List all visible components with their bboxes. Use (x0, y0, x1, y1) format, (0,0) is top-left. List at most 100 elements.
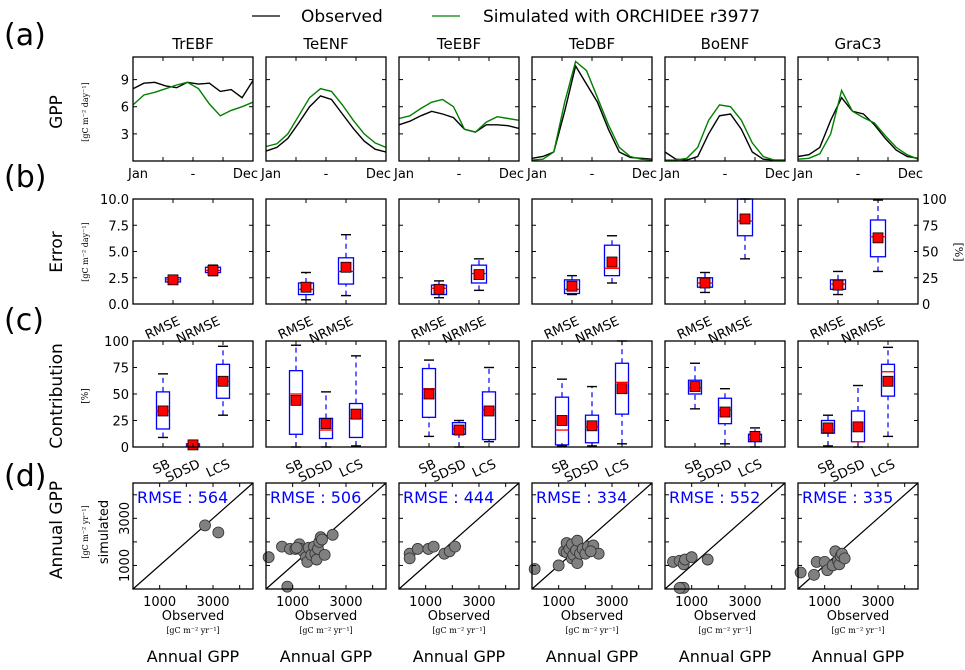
right-y-tick-label: 25 (922, 272, 939, 287)
mean-marker-rmse (566, 280, 578, 292)
x-tick-label: 1000 (808, 595, 841, 610)
mean-marker-nrmse (340, 261, 352, 273)
rmse-label-teebf: RMSE : 444 (403, 488, 494, 507)
scatter-point (403, 552, 416, 565)
scatter-points-grac3 (794, 545, 851, 581)
x-tick-label: 3000 (595, 595, 628, 610)
x-tick-label-sdsd: SDSD (562, 457, 601, 486)
column-title-boenf: BoENF (701, 35, 750, 53)
series-simulated-boenf (665, 104, 785, 161)
x-tick-label: Jan (792, 167, 813, 182)
mean-marker-sdsd (852, 421, 864, 433)
x-axis-label: Observed (827, 609, 890, 624)
column-title-teenf: TeENF (302, 35, 348, 53)
boxplot-b-grac3 (829, 199, 887, 296)
x-tick-label-nrmse: NRMSE (573, 314, 621, 347)
scatter-point (673, 582, 686, 594)
axes-a-teenf (265, 56, 387, 162)
x-tick-label-nrmse: NRMSE (174, 314, 222, 347)
panel-label-a: (a) (4, 18, 46, 53)
mean-marker-sb (689, 381, 701, 392)
y-tick-label: 75 (112, 362, 129, 377)
y-tick-label: 1000 (118, 549, 133, 582)
x-tick-label-sb: SB (816, 457, 838, 478)
y-tick-label: 100 (104, 335, 129, 350)
x-axis-label: Observed (694, 609, 757, 624)
y-tick-label: 3 (121, 128, 129, 143)
y-tick-label: 2.5 (108, 272, 129, 287)
x-axis-unit: [gC m⁻² yr⁻¹] (565, 626, 618, 635)
mean-marker-sb (822, 422, 834, 434)
one-to-one-line (664, 482, 786, 590)
x-tick-label-sdsd: SDSD (828, 457, 867, 486)
x-axis-unit: [gC m⁻² yr⁻¹] (831, 626, 884, 635)
one-to-one-line (531, 482, 653, 590)
boxplot-c-teebf (421, 359, 497, 448)
right-y-tick-label: 0 (922, 298, 930, 313)
x-tick-label: - (324, 167, 329, 182)
y-tick-label: 9 (121, 74, 129, 89)
box-sdsd (717, 397, 733, 425)
x-tick-label-lcs: LCS (869, 457, 898, 481)
one-to-one-line (132, 482, 254, 590)
y-tick-label: 3000 (118, 502, 133, 535)
x-tick-label: Dec (233, 167, 258, 182)
x-axis-label: Observed (561, 609, 624, 624)
boxplot-c-boenf (687, 362, 763, 448)
axes-b-teebf (398, 198, 520, 305)
mean-marker-sb (157, 405, 169, 417)
x-tick-label: Jan (393, 167, 414, 182)
series-observed-grac3 (797, 96, 919, 159)
x-tick-label-sdsd: SDSD (695, 457, 734, 486)
series-simulated-tedbf (531, 60, 653, 161)
column-bottom-label: Annual GPP (546, 647, 639, 666)
mean-marker-sb (556, 415, 568, 426)
scatter-point (552, 559, 565, 572)
x-axis-label: Observed (162, 609, 225, 624)
x-axis-unit: [gC m⁻² yr⁻¹] (698, 626, 751, 635)
row-b-right-unit: [%] (952, 242, 965, 261)
boxplot-c-grac3 (820, 346, 896, 448)
axes-d-boenf (664, 482, 786, 590)
column-title-grac3: GraC3 (835, 35, 882, 53)
x-tick-label: - (590, 167, 595, 182)
x-tick-label-lcs: LCS (337, 457, 366, 481)
row-b-unit: [gC m⁻² day⁻¹] (81, 222, 90, 281)
scatter-point (808, 568, 820, 581)
row-a-unit: [gC m⁻² day⁻¹] (81, 82, 90, 141)
scatter-point (584, 545, 597, 558)
mean-marker-rmse (167, 274, 179, 286)
axes-a-boenf (664, 56, 786, 162)
x-tick-label-sb: SB (151, 457, 173, 478)
mean-marker-rmse (832, 279, 844, 291)
axes-a-grac3 (797, 56, 919, 162)
scatter-point (199, 519, 211, 532)
row-c-unit: [%] (81, 388, 91, 404)
series-observed-tedbf (531, 64, 653, 160)
x-tick-label-lcs: LCS (736, 457, 765, 481)
box-sb (421, 367, 437, 418)
scatter-point (838, 552, 851, 565)
column-title-trebf: TrEBF (171, 35, 214, 53)
series-simulated-teebf (398, 98, 520, 133)
column-title-teebf: TeEBF (436, 35, 481, 53)
y-tick-label: 5.0 (108, 246, 129, 261)
axes-b-grac3 (797, 198, 919, 305)
rmse-label-trebf: RMSE : 564 (137, 488, 228, 507)
x-tick-label: Dec (898, 167, 923, 182)
box-nrmse (603, 244, 621, 277)
y-tick-label: 6 (121, 101, 129, 116)
x-tick-label: Dec (499, 167, 524, 182)
mean-marker-lcs (483, 405, 495, 417)
axes-a-tedbf (531, 56, 653, 162)
x-tick-label: 1000 (675, 595, 708, 610)
row-d-title: Annual GPP (47, 481, 67, 579)
axes-b-tedbf (531, 198, 653, 305)
scatter-point (685, 551, 698, 564)
row-b-title: Error (47, 231, 67, 272)
y-tick-label: 10.0 (100, 193, 129, 208)
mean-marker-rmse (433, 283, 445, 295)
scatter-point (316, 533, 328, 546)
x-tick-label-lcs: LCS (204, 457, 233, 481)
box-rmse (563, 279, 581, 295)
